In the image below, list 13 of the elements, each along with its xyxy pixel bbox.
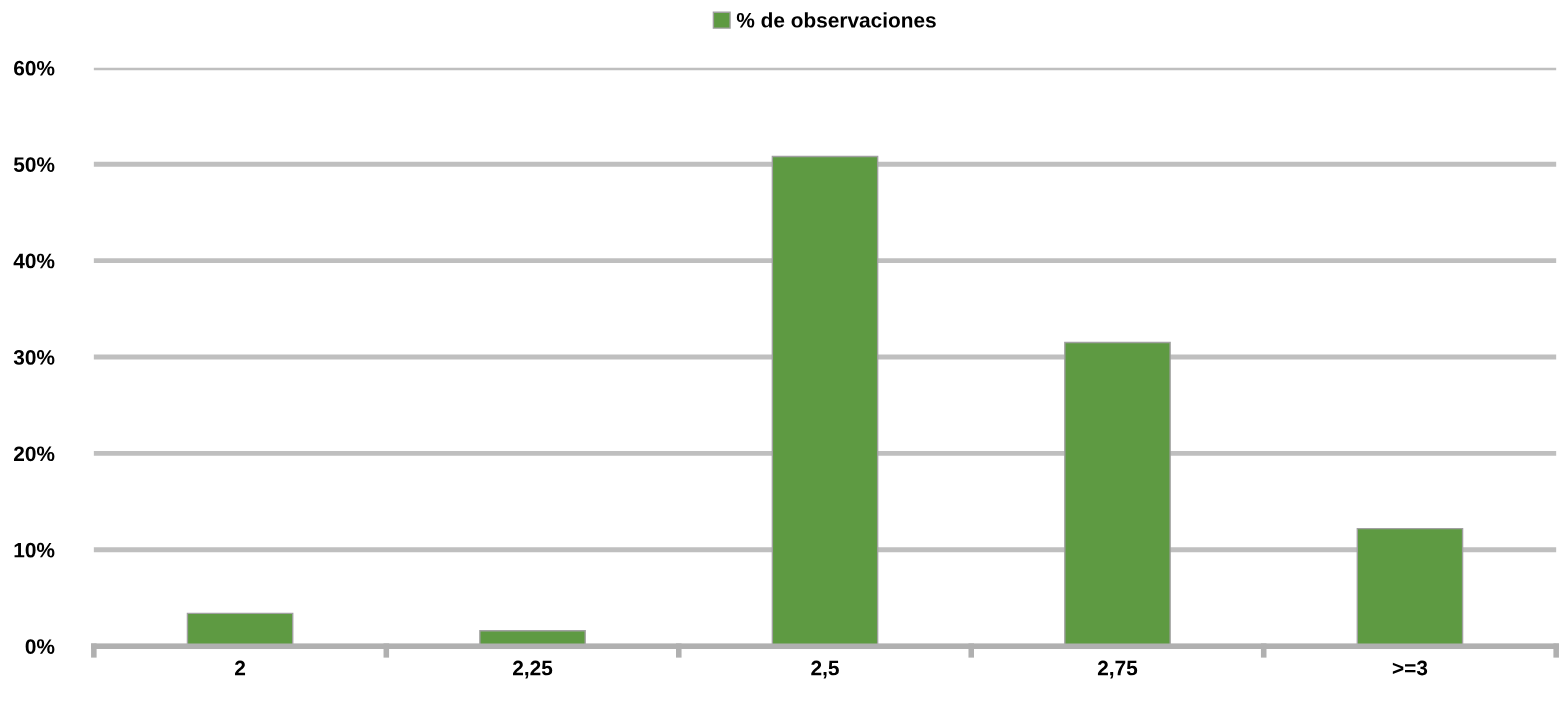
x-tick-label: 2,25 — [512, 660, 553, 679]
y-tick-label: 50% — [13, 157, 55, 172]
y-tick-label: 10% — [14, 542, 55, 558]
x-tick-label: 2,75 — [1097, 660, 1138, 679]
x-tick-label: 2,5 — [811, 660, 839, 679]
legend-label: % de observaciones — [736, 12, 936, 28]
y-tick-label: 20% — [13, 446, 55, 462]
y-tick-label: 40% — [13, 253, 55, 269]
y-tick-label: 30% — [13, 350, 55, 365]
y-tick-label: 60% — [14, 60, 55, 76]
x-tick-label: >=3 — [1392, 660, 1428, 676]
x-tick-label: 2 — [235, 660, 246, 676]
y-tick-label: 0% — [25, 639, 55, 654]
